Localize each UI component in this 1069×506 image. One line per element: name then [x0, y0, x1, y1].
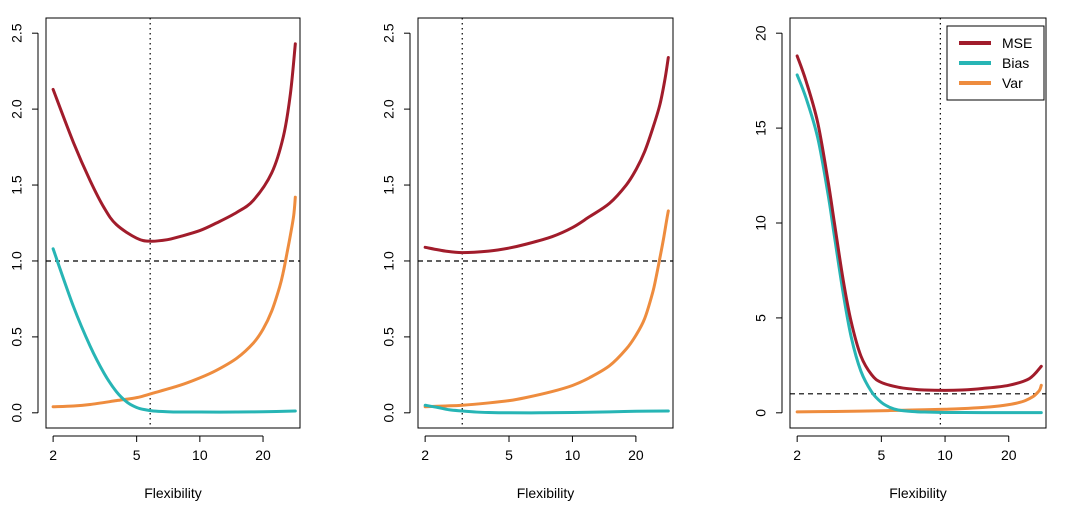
- x-tick-label: 5: [505, 447, 513, 463]
- x-tick-label: 2: [421, 447, 429, 463]
- y-tick-label: 0.0: [381, 403, 397, 423]
- y-tick-label: 1.5: [381, 175, 397, 195]
- x-tick-label: 5: [877, 447, 885, 463]
- series-line-mse: [423, 55, 670, 255]
- x-axis-label: Flexibility: [517, 485, 575, 501]
- x-tick-label: 10: [937, 447, 953, 463]
- legend-label-bias: Bias: [1002, 55, 1029, 71]
- y-tick-label: 0.5: [9, 327, 25, 347]
- x-axis-label: Flexibility: [144, 485, 202, 501]
- series-line-var: [423, 209, 670, 409]
- series-line-mse: [795, 54, 1043, 392]
- y-tick-label: 1.5: [9, 175, 25, 195]
- plot-frame: [45, 17, 301, 429]
- legend-label-mse: MSE: [1002, 35, 1032, 51]
- series-line-bias: [51, 247, 297, 414]
- y-tick-label: 2.0: [381, 99, 397, 119]
- panel-3: 2 5 10 20 0 5 10 15 20 Flexibility MSE Bias Var: [753, 17, 1047, 501]
- plot-frame: [417, 17, 674, 429]
- y-tick-label: 5: [753, 314, 769, 322]
- y-tick-label: 1.0: [9, 251, 25, 271]
- x-tick-label: 2: [49, 447, 57, 463]
- y-tick-label: 15: [753, 120, 769, 136]
- series-line-mse: [51, 42, 297, 243]
- y-tick-label: 0.0: [9, 403, 25, 423]
- panel-1: 2 5 10 20 0.0 0.5 1.0 1.5 2.0 2.5 Flexibility: [9, 17, 301, 501]
- legend: MSE Bias Var: [946, 25, 1045, 101]
- y-tick-label: 2.0: [9, 99, 25, 119]
- plot-frame: [789, 17, 1047, 429]
- x-tick-label: 20: [255, 447, 271, 463]
- y-tick-label: 0.5: [381, 327, 397, 347]
- x-tick-label: 20: [1001, 447, 1017, 463]
- x-tick-label: 10: [565, 447, 581, 463]
- y-tick-label: 10: [753, 215, 769, 231]
- series-line-bias: [795, 73, 1043, 415]
- y-tick-label: 0: [753, 409, 769, 417]
- x-tick-label: 20: [628, 447, 644, 463]
- panel-2: 2 5 10 20 0.0 0.5 1.0 1.5 2.0 2.5 Flexibility: [381, 17, 674, 501]
- series-line-bias: [423, 403, 670, 415]
- x-tick-label: 2: [793, 447, 801, 463]
- y-tick-label: 20: [753, 25, 769, 41]
- y-tick-label: 2.5: [381, 23, 397, 43]
- legend-label-var: Var: [1002, 75, 1023, 91]
- y-tick-label: 2.5: [9, 23, 25, 43]
- y-tick-label: 1.0: [381, 251, 397, 271]
- series-line-var: [51, 195, 297, 409]
- x-tick-label: 5: [133, 447, 141, 463]
- series-line-var: [795, 383, 1043, 414]
- x-axis-label: Flexibility: [889, 485, 947, 501]
- x-tick-label: 10: [192, 447, 208, 463]
